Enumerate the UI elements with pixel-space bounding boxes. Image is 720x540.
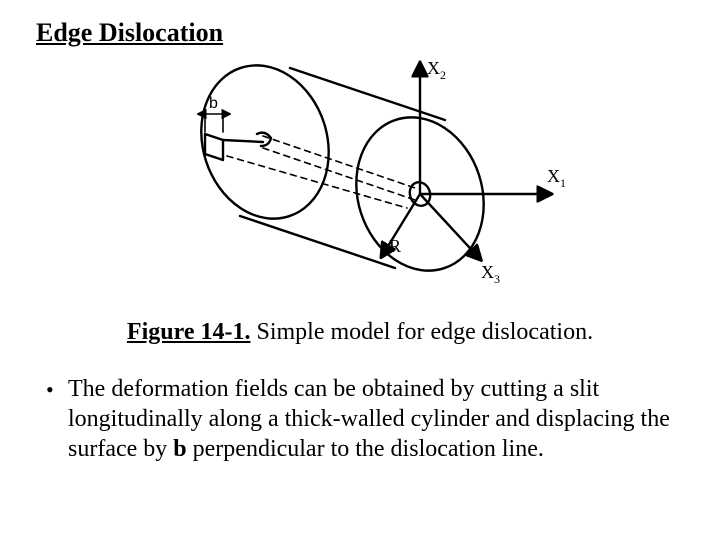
- bullet-item: • The deformation fields can be obtained…: [28, 374, 692, 464]
- figure-labels: X2 X1 X3 b R: [209, 58, 566, 286]
- figure-caption-text: Simple model for edge dislocation.: [250, 319, 593, 345]
- bullet-text: The deformation fields can be obtained b…: [68, 374, 682, 464]
- edge-dislocation-figure: X2 X1 X3 b R: [145, 54, 575, 304]
- bullet-marker: •: [46, 374, 68, 404]
- figure-number: Figure 14-1.: [127, 319, 251, 345]
- figure-caption: Figure 14-1. Simple model for edge dislo…: [28, 319, 692, 346]
- figure-container: X2 X1 X3 b R: [28, 54, 692, 309]
- slide-title: Edge Dislocation: [36, 18, 692, 48]
- axis-x2-label: X2: [427, 58, 446, 82]
- b-label: b: [209, 95, 218, 112]
- axis-x1-label: X1: [547, 166, 566, 190]
- r-label: R: [389, 236, 401, 256]
- axis-x3-label: X3: [481, 262, 500, 286]
